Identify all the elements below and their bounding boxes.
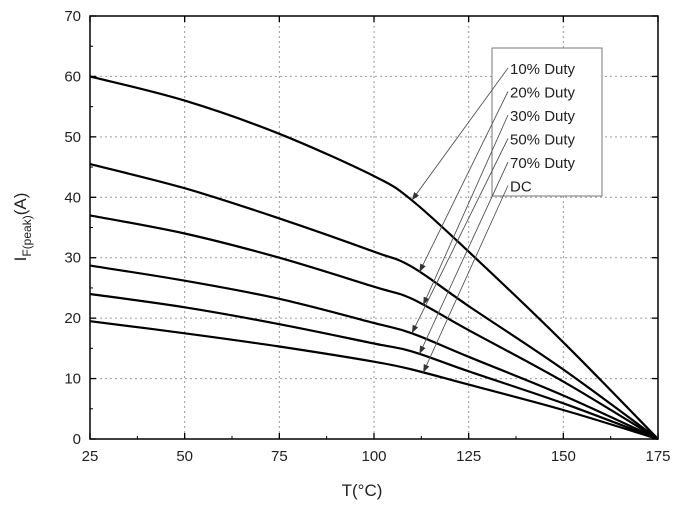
legend-label-2: 20% Duty: [510, 85, 576, 102]
y-tick-label: 20: [64, 310, 81, 327]
legend-label-3: 30% Duty: [510, 108, 576, 125]
leader-arrowhead-3: [423, 296, 430, 306]
legend: 10% Duty 20% Duty 30% Duty 50% Duty 70% Duty…: [491, 47, 603, 197]
x-axis-title: T(°C): [342, 481, 383, 500]
legend-leader-lines: [411, 67, 509, 373]
leader-line-1: [411, 67, 509, 201]
x-tick-label: 100: [361, 448, 386, 465]
legend-labels: 10% Duty 20% Duty 30% Duty 50% Duty 70% Duty…: [510, 61, 576, 196]
series-line-1: [89, 75, 659, 440]
x-tick-label: 150: [551, 448, 576, 465]
y-tick-label: 70: [64, 8, 81, 25]
axis-ticks: 25 50 75 100 125 150 175 0 10 20 30 40 50 60 70: [64, 8, 670, 465]
series-lines: [89, 75, 659, 441]
legend-label-6: DC: [510, 179, 532, 196]
leader-arrowhead-4: [411, 324, 419, 334]
leader-line-5: [419, 161, 509, 355]
leader-line-2: [419, 91, 509, 273]
x-tick-label: 50: [176, 448, 193, 465]
legend-label-5: 70% Duty: [510, 155, 576, 172]
leader-arrowhead-1: [411, 192, 419, 201]
series-line-5: [89, 292, 659, 441]
y-tick-label: 50: [64, 129, 81, 146]
y-tick-label: 60: [64, 68, 81, 85]
leader-line-4: [411, 138, 509, 334]
y-tick-label: 0: [73, 431, 81, 448]
x-tick-label: 175: [645, 448, 670, 465]
legend-box: [491, 47, 603, 197]
leader-line-6: [422, 185, 509, 373]
leader-line-3: [422, 114, 509, 306]
grid: [90, 16, 658, 439]
y-tick-label: 30: [64, 250, 81, 267]
leader-arrowhead-5: [419, 345, 426, 354]
leader-arrowhead-2: [419, 263, 426, 272]
series-line-2: [89, 163, 659, 440]
series-line-3: [89, 214, 659, 440]
y-tick-label: 10: [64, 371, 81, 388]
y-axis-title-main: I: [11, 257, 30, 262]
y-axis-title-subscript: F(peak): [20, 215, 34, 256]
x-tick-label: 125: [456, 448, 481, 465]
y-axis-title-unit: (A): [11, 193, 30, 216]
x-tick-label: 75: [271, 448, 288, 465]
series-line-4: [89, 264, 659, 440]
leader-arrowhead-6: [423, 364, 430, 373]
legend-label-4: 50% Duty: [510, 132, 576, 149]
legend-label-1: 10% Duty: [510, 61, 576, 78]
y-tick-label: 40: [64, 189, 81, 206]
y-axis-title: IF(peak)(A): [11, 193, 34, 262]
x-tick-label: 25: [82, 448, 99, 465]
series-line-6: [89, 320, 659, 441]
